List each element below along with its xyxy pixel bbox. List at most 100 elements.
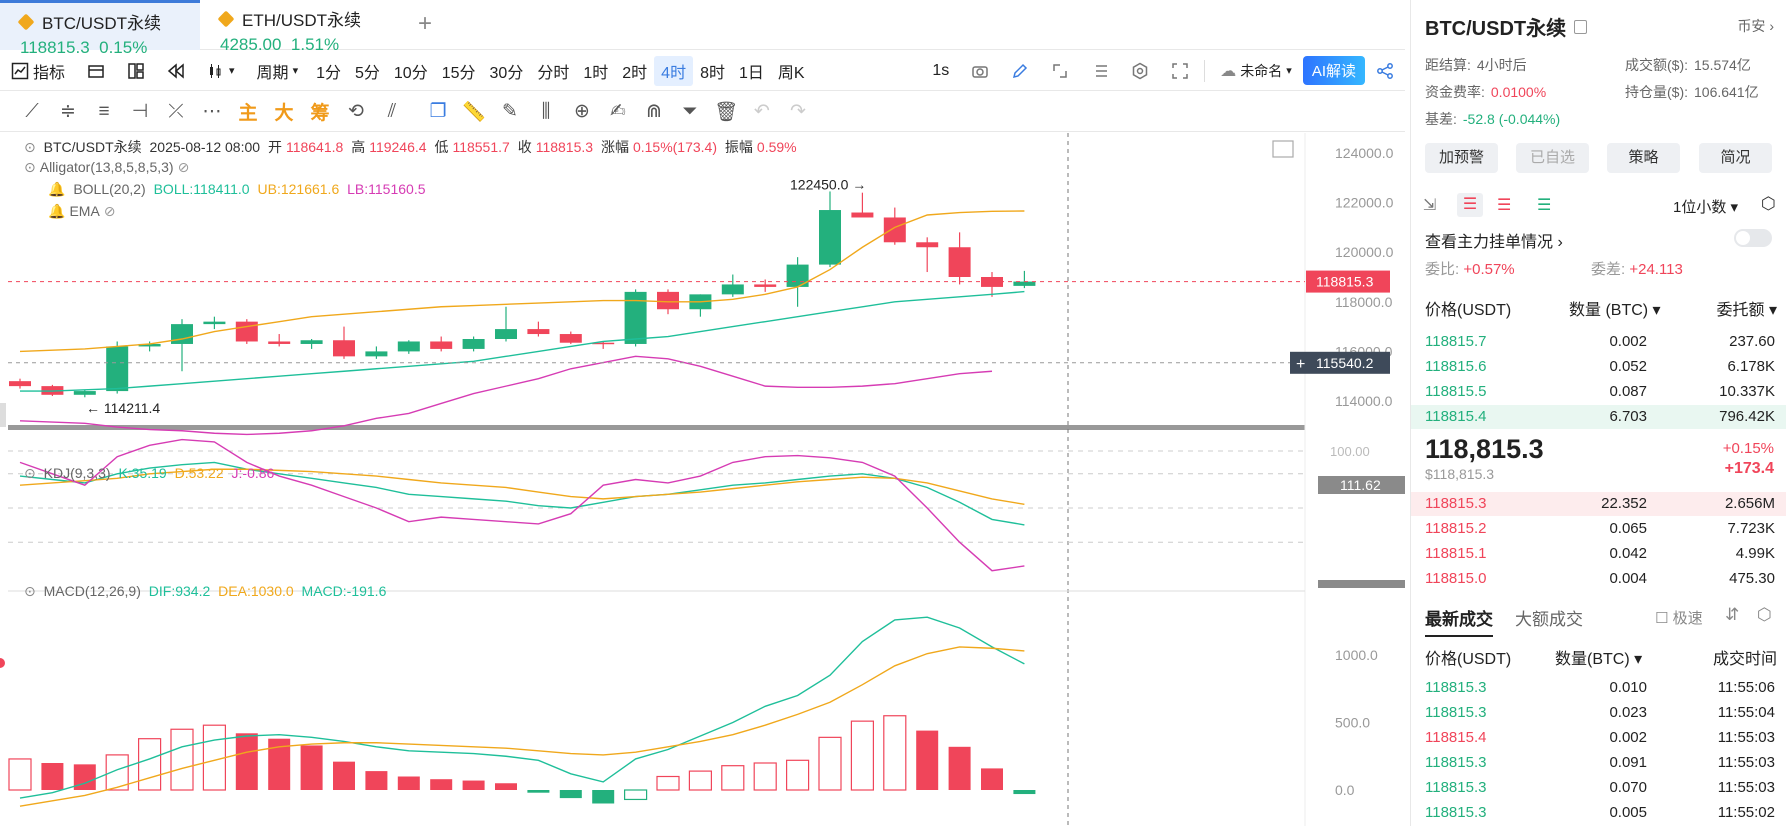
add-tab-icon[interactable]: + <box>418 10 433 37</box>
fullscreen-icon[interactable] <box>1160 56 1200 86</box>
parallel-icon[interactable]: ≡ <box>98 100 110 122</box>
horizontal-ray-icon[interactable]: ⊣ <box>131 101 149 122</box>
pattern-icon[interactable]: ⫼ <box>541 100 551 122</box>
interval-4[interactable]: 30分 <box>489 64 524 82</box>
tab-latest-trades[interactable]: 最新成交 <box>1425 610 1493 637</box>
trash-icon[interactable]: 🗑 <box>713 101 739 123</box>
macd-bar <box>592 790 615 804</box>
main-orders-toggle[interactable] <box>1734 229 1772 247</box>
orderbook-row[interactable]: 118815.1 0.042 4.99K <box>1411 542 1786 566</box>
sync-icon[interactable]: ⟲ <box>348 101 364 122</box>
interval-1[interactable]: 5分 <box>355 64 380 82</box>
macd-bar <box>268 738 291 790</box>
orderbook-row[interactable]: 118815.6 0.052 6.178K <box>1411 355 1786 379</box>
asks-only-icon[interactable]: ☰ <box>1497 197 1512 214</box>
layout-name-dropdown[interactable]: ☁ 未命名 ▾ <box>1220 62 1292 80</box>
watchlist-button[interactable]: 已自选 <box>1516 143 1589 173</box>
ai-interpret-button[interactable]: AI解读 <box>1302 56 1365 85</box>
split-icon[interactable]: ⇲ <box>1423 197 1437 214</box>
copy-icon[interactable]: ❐ <box>429 101 447 122</box>
indicator-button[interactable]: 指标 <box>0 56 76 86</box>
settings-icon[interactable]: ⬡ <box>1761 194 1776 213</box>
row-qty: 0.002 <box>1609 333 1647 350</box>
chip-button[interactable]: 筹 <box>310 103 330 124</box>
camera-icon[interactable] <box>960 56 1000 86</box>
pen-icon[interactable] <box>1000 56 1040 86</box>
orderbook-row[interactable]: 118815.0 0.004 475.30 <box>1411 567 1786 591</box>
ruler-icon[interactable]: 📏 <box>462 101 486 123</box>
big-order-button[interactable]: 大 <box>274 103 294 124</box>
brush-icon[interactable]: ✎ <box>502 101 518 122</box>
decimals-dropdown[interactable]: 1位小数 ▾ <box>1673 199 1739 216</box>
boll-upper-line <box>19 210 1025 353</box>
interval-8[interactable]: 4时 <box>654 55 694 86</box>
share-icon[interactable] <box>1365 56 1405 86</box>
interval-9[interactable]: 8时 <box>700 64 725 82</box>
candlestick-chart[interactable]: 124000.0122000.0120000.0118000.0116000.0… <box>0 133 1406 826</box>
undo-icon[interactable]: ↶ <box>754 101 770 122</box>
tab-btc[interactable]: BTC/USDT永续 118815.3 0.15% <box>0 0 200 57</box>
settings-icon[interactable] <box>1120 56 1160 86</box>
qty-column-header[interactable]: 数量 (BTC) ▾ <box>1569 302 1661 319</box>
exchange-selector[interactable]: 币安 › <box>1737 18 1774 34</box>
trade-row[interactable]: 118815.3 0.010 11:55:06 <box>1411 676 1786 700</box>
main-force-button[interactable]: 主 <box>238 103 258 124</box>
orderbook-row[interactable]: 118815.7 0.002 237.60 <box>1411 330 1786 354</box>
replay-icon[interactable] <box>156 56 196 86</box>
cross-line-icon[interactable]: ⤫ <box>168 100 184 122</box>
sort-icon[interactable]: ⇵ <box>1725 605 1740 624</box>
interval-10[interactable]: 1日 <box>738 64 764 82</box>
alert-button[interactable]: 加预警 <box>1425 143 1498 173</box>
interval-5[interactable]: 分时 <box>537 64 570 82</box>
fib-icon[interactable]: ⫽ <box>387 100 397 122</box>
refresh-rate[interactable]: 1s <box>932 61 950 79</box>
hline-icon[interactable]: ≑ <box>60 101 76 122</box>
list-icon[interactable] <box>1080 56 1120 86</box>
tab-large-trades[interactable]: 大额成交 <box>1515 610 1583 629</box>
chart-type-dropdown[interactable]: ▾ <box>196 56 246 86</box>
orderbook-row[interactable]: 118815.3 22.352 2.656M <box>1411 492 1786 516</box>
trade-row[interactable]: 118815.3 0.070 11:55:03 <box>1411 776 1786 800</box>
chart-area[interactable]: 124000.0 122000.0 120000.0 118000.0 116000.0… <box>0 133 1406 826</box>
copy-icon[interactable] <box>1574 19 1588 34</box>
orderbook-row[interactable]: 118815.2 0.065 7.723K <box>1411 517 1786 541</box>
fast-mode-checkbox[interactable]: ☐ 极速 <box>1655 610 1703 627</box>
template-icon[interactable] <box>76 56 116 86</box>
filter-icon[interactable]: ⏷ <box>682 100 698 122</box>
settings-icon[interactable]: ⬡ <box>1757 605 1772 624</box>
interval-3[interactable]: 15分 <box>441 64 476 82</box>
orderbook-row[interactable]: 118815.4 6.703 796.42K <box>1411 405 1786 429</box>
trade-row[interactable]: 118815.4 0.002 11:55:03 <box>1411 726 1786 750</box>
tab-eth[interactable]: ETH/USDT永续 4285.00 1.51% <box>200 0 400 54</box>
redo-icon[interactable]: ↷ <box>790 101 806 122</box>
macd-bar <box>1013 790 1036 795</box>
interval-6[interactable]: 1时 <box>583 64 609 82</box>
macd-legend: ⊙ MACD(12,26,9) DIF:934.2 DEA:1030.0 MAC… <box>24 583 387 599</box>
bell-icon: 🔔 <box>48 203 66 219</box>
more-icon[interactable]: ⋯ <box>202 101 222 122</box>
bids-only-icon[interactable]: ☰ <box>1537 197 1552 214</box>
macd-tick-label: 1000.0 <box>1335 647 1378 663</box>
layout-icon[interactable] <box>116 56 156 86</box>
trade-row[interactable]: 118815.3 0.023 11:55:04 <box>1411 701 1786 725</box>
orderbook-row[interactable]: 118815.5 0.087 10.337K <box>1411 380 1786 404</box>
both-side-icon[interactable]: ☰ <box>1457 193 1483 217</box>
interval-2[interactable]: 10分 <box>393 64 428 82</box>
trade-row[interactable]: 118815.3 0.091 11:55:03 <box>1411 751 1786 775</box>
trade-qty-header[interactable]: 数量(BTC) ▾ <box>1555 651 1643 668</box>
strategy-button[interactable]: 策略 <box>1607 143 1680 173</box>
position-icon[interactable]: ⊕ <box>574 101 590 122</box>
interval-11[interactable]: 周K <box>777 64 805 82</box>
note-icon[interactable]: ✍ <box>610 101 626 122</box>
overview-button[interactable]: 简况 <box>1699 143 1772 173</box>
magnet-icon[interactable]: ⋒ <box>646 101 662 122</box>
interval-7[interactable]: 2时 <box>622 64 648 82</box>
interval-0[interactable]: 1分 <box>316 64 341 82</box>
trade-row[interactable]: 118815.3 0.005 11:55:02 <box>1411 801 1786 825</box>
main-orders-link[interactable]: 查看主力挂单情况 › <box>1425 234 1563 251</box>
trendline-icon[interactable]: ⟋ <box>25 100 39 122</box>
kdj-legend: ⊙ KDJ(9,3,3) K:35.19 D:53.22 J:-0.86 <box>24 465 275 481</box>
crosshair-icon[interactable] <box>1040 56 1080 86</box>
period-dropdown[interactable]: 周期 ▾ <box>256 64 299 82</box>
total-column-header[interactable]: 委托额 ▾ <box>1716 302 1778 319</box>
